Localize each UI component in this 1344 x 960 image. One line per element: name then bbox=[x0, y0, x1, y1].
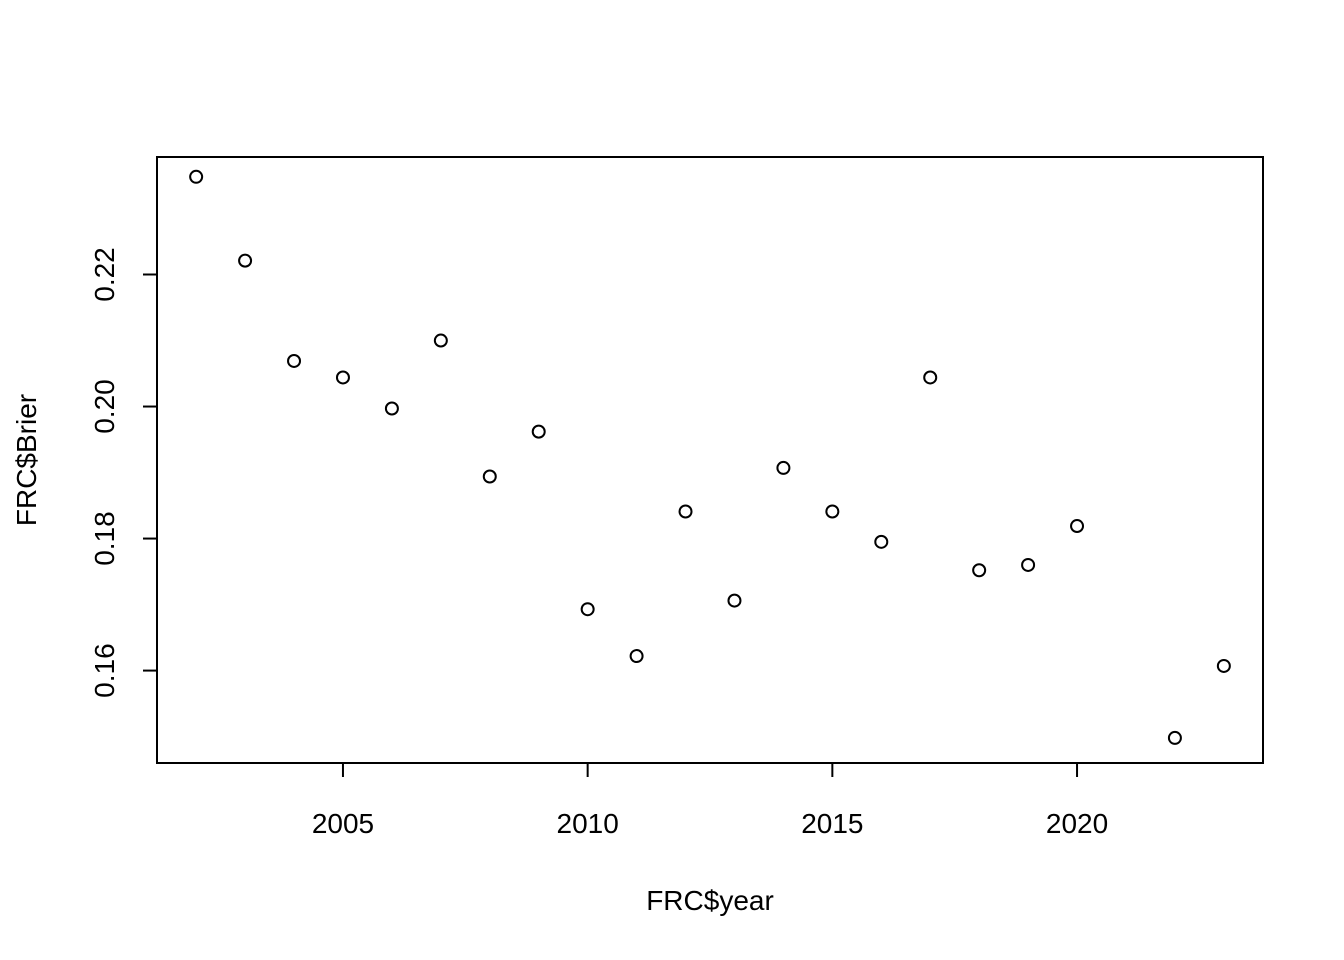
plot-box bbox=[156, 156, 1264, 764]
y-tick-label: 0.16 bbox=[89, 643, 120, 698]
data-point bbox=[972, 563, 987, 578]
x-tick-label: 2015 bbox=[801, 808, 863, 839]
y-axis: 0.16 0.18 0.20 0.22 bbox=[89, 247, 158, 698]
x-tick-label: 2005 bbox=[312, 808, 374, 839]
data-points bbox=[189, 169, 1231, 745]
y-tick-label: 0.18 bbox=[89, 511, 120, 566]
data-point bbox=[727, 593, 742, 608]
data-point bbox=[433, 333, 448, 348]
data-point bbox=[678, 504, 693, 519]
data-point bbox=[1167, 730, 1182, 745]
data-point bbox=[1216, 658, 1231, 673]
data-point bbox=[923, 370, 938, 385]
y-tick-label: 0.22 bbox=[89, 247, 120, 302]
data-point bbox=[287, 353, 302, 368]
data-point bbox=[335, 370, 350, 385]
data-point bbox=[825, 504, 840, 519]
data-point bbox=[482, 469, 497, 484]
x-axis-label: FRC$year bbox=[646, 885, 774, 916]
data-point bbox=[238, 253, 253, 268]
data-point bbox=[629, 649, 644, 664]
x-tick-label: 2020 bbox=[1046, 808, 1108, 839]
data-point bbox=[776, 460, 791, 475]
data-point bbox=[1021, 557, 1036, 572]
data-point bbox=[580, 602, 595, 617]
x-tick-label: 2010 bbox=[557, 808, 619, 839]
y-axis-label: FRC$Brier bbox=[11, 394, 42, 526]
data-point bbox=[384, 401, 399, 416]
x-axis: 2005 2010 2015 2020 bbox=[312, 762, 1108, 839]
data-point bbox=[1070, 519, 1085, 534]
data-point bbox=[189, 169, 204, 184]
data-point bbox=[531, 424, 546, 439]
data-point bbox=[874, 534, 889, 549]
y-tick-label: 0.20 bbox=[89, 379, 120, 434]
